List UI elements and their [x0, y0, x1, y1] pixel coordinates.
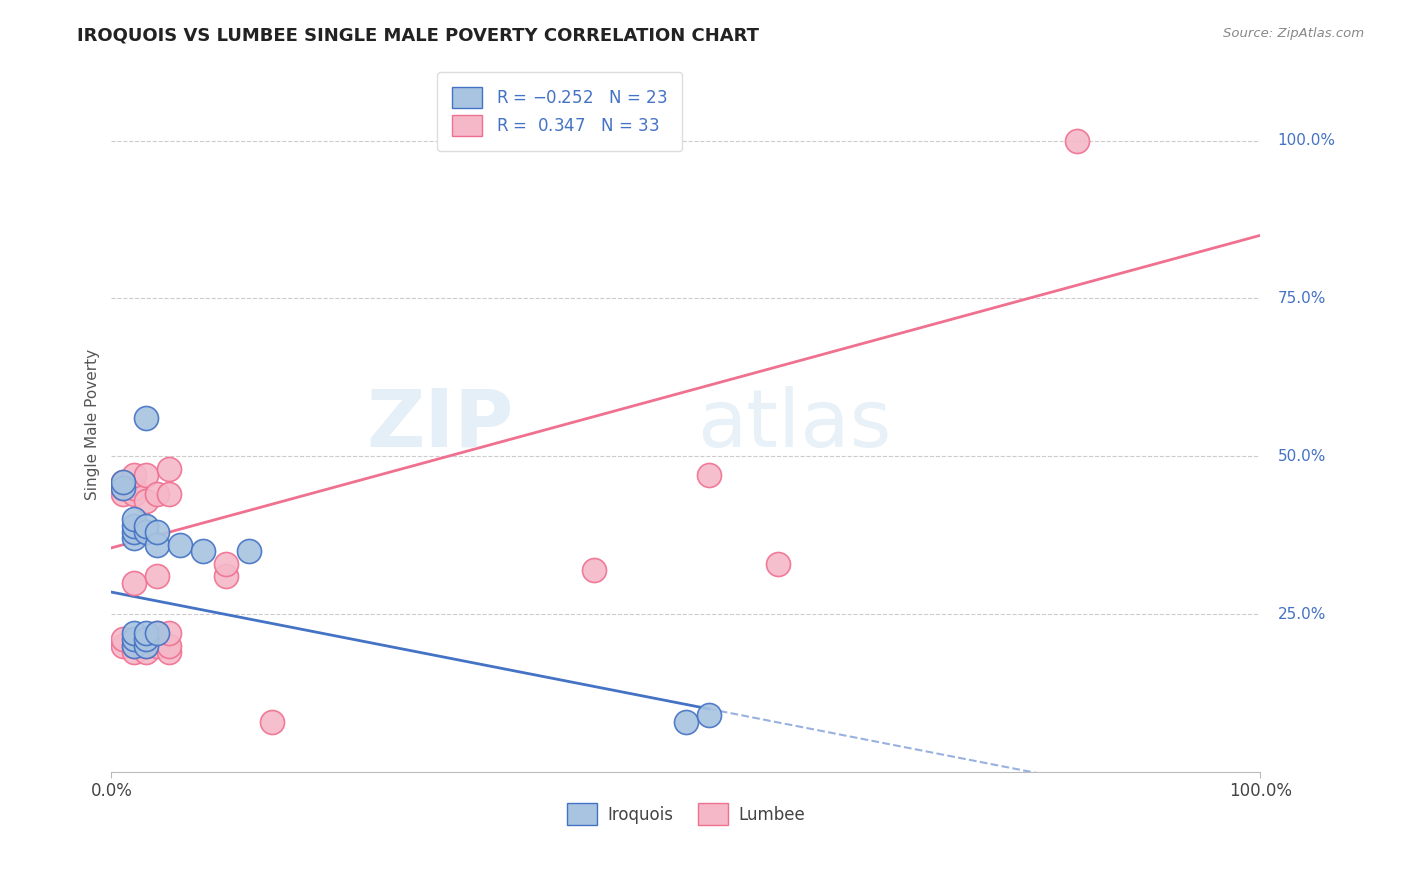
Text: atlas: atlas [697, 385, 891, 464]
Point [135, 525, 157, 540]
Text: IROQUOIS VS LUMBEE SINGLE MALE POVERTY CORRELATION CHART: IROQUOIS VS LUMBEE SINGLE MALE POVERTY C… [77, 27, 759, 45]
Point [697, 708, 720, 723]
Point [124, 468, 146, 483]
Text: ZIP: ZIP [367, 385, 513, 464]
Point [124, 645, 146, 659]
Point [111, 475, 134, 489]
Point [124, 518, 146, 533]
Point [146, 569, 169, 583]
Point [1066, 134, 1088, 148]
Point [169, 538, 191, 552]
Point [124, 512, 146, 526]
Point [157, 462, 180, 476]
Text: 100.0%: 100.0% [1278, 133, 1336, 148]
Point [135, 518, 157, 533]
Point [146, 632, 169, 647]
Point [135, 626, 157, 640]
Point [111, 632, 134, 647]
Point [135, 632, 157, 647]
Point [124, 575, 146, 590]
Point [146, 487, 169, 501]
Point [111, 639, 134, 653]
Point [157, 645, 180, 659]
Point [124, 525, 146, 540]
Point [146, 525, 169, 540]
Text: 25.0%: 25.0% [1278, 607, 1326, 622]
Point [262, 714, 284, 729]
Point [238, 544, 260, 558]
Text: 50.0%: 50.0% [1278, 449, 1326, 464]
Point [135, 639, 157, 653]
Point [697, 468, 720, 483]
Point [135, 468, 157, 483]
Point [146, 639, 169, 653]
Point [124, 487, 146, 501]
Point [193, 544, 215, 558]
Point [675, 714, 697, 729]
Point [124, 481, 146, 495]
Y-axis label: Single Male Poverty: Single Male Poverty [86, 349, 100, 500]
Point [124, 626, 146, 640]
Point [111, 481, 134, 495]
Point [124, 639, 146, 653]
Point [124, 632, 146, 647]
Point [124, 532, 146, 546]
Legend: Iroquois, Lumbee: Iroquois, Lumbee [558, 795, 813, 833]
Point [111, 487, 134, 501]
Point [135, 493, 157, 508]
Point [146, 626, 169, 640]
Text: Source: ZipAtlas.com: Source: ZipAtlas.com [1223, 27, 1364, 40]
Point [135, 639, 157, 653]
Point [582, 563, 605, 577]
Point [157, 487, 180, 501]
Point [215, 569, 238, 583]
Point [135, 632, 157, 647]
Point [157, 639, 180, 653]
Text: 75.0%: 75.0% [1278, 291, 1326, 306]
Point [135, 645, 157, 659]
Point [215, 557, 238, 571]
Point [146, 538, 169, 552]
Point [111, 481, 134, 495]
Point [157, 626, 180, 640]
Point [135, 411, 157, 425]
Point [111, 475, 134, 489]
Point [146, 626, 169, 640]
Point [766, 557, 789, 571]
Point [124, 639, 146, 653]
